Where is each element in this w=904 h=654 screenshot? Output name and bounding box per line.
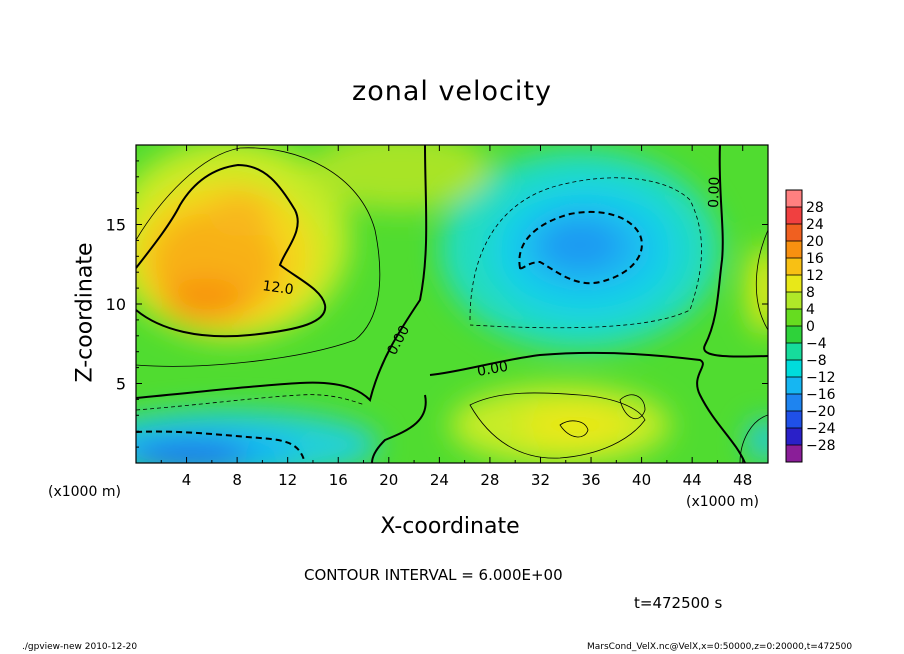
y-tick-label: 10 <box>106 295 126 314</box>
colorbar-tick-label: −8 <box>806 353 827 369</box>
x-tick-label: 20 <box>379 471 398 489</box>
colorbar-segment <box>786 360 802 377</box>
x-tick-label: 4 <box>182 471 192 489</box>
contour-interval-text: CONTOUR INTERVAL = 6.000E+00 <box>304 566 563 584</box>
time-label: t=472500 s <box>634 594 723 612</box>
colorbar-tick-label: −12 <box>806 370 836 386</box>
colorbar-segment <box>786 224 802 241</box>
x-unit-label-right: (x1000 m) <box>686 494 759 510</box>
colorbar-tick-label: −16 <box>806 387 836 403</box>
x-tick-label: 40 <box>632 471 651 489</box>
x-tick-label: 24 <box>430 471 449 489</box>
colorbar-segment <box>786 394 802 411</box>
footer-left-text: ./gpview-new 2010-12-20 <box>22 642 138 652</box>
colorbar-segment <box>786 275 802 292</box>
colorbar-tick-label: 16 <box>806 251 824 267</box>
colorbar-tick-label: −28 <box>806 438 836 454</box>
contour-label: 0.00 <box>706 176 723 208</box>
footer-right-text: MarsCond_VelX.nc@VelX,x=0:50000,z=0:2000… <box>587 642 853 652</box>
colorbar-segment <box>786 190 802 207</box>
y-axis: 5 10 15 <box>106 160 768 448</box>
x-tick-label: 44 <box>683 471 702 489</box>
x-tick-label: 32 <box>531 471 550 489</box>
colorbar-segment <box>786 207 802 224</box>
colorbar-segment <box>786 377 802 394</box>
x-tick-label: 28 <box>480 471 499 489</box>
x-unit-label-left: (x1000 m) <box>48 484 121 500</box>
colorbar-segment <box>786 445 802 462</box>
colorbar-segment <box>786 326 802 343</box>
colorbar-tick-label: −20 <box>806 404 836 420</box>
chart-title: zonal velocity <box>352 76 552 107</box>
y-tick-label: 5 <box>116 375 126 394</box>
colorbar-tick-label: 20 <box>806 234 824 250</box>
colorbar-tick-label: −4 <box>806 336 827 352</box>
colorbar-tick-label: 12 <box>806 268 824 284</box>
colorbar-tick-label: 24 <box>806 217 824 233</box>
colorbar-segment <box>786 343 802 360</box>
colorbar-segment <box>786 411 802 428</box>
colorbar-tick-label: 28 <box>806 200 824 216</box>
colorbar-segment <box>786 428 802 445</box>
x-axis: 4 8 12 16 20 24 28 32 36 40 44 48 <box>160 145 752 489</box>
colorbar-segment <box>786 292 802 309</box>
colorbar-segment <box>786 309 802 326</box>
x-tick-label: 48 <box>733 471 752 489</box>
x-tick-label: 12 <box>278 471 297 489</box>
colorbar-tick-label: −24 <box>806 421 836 437</box>
colorbar-segment <box>786 258 802 275</box>
contour-label: 0.00 <box>476 359 509 380</box>
colorbar-segment <box>786 241 802 258</box>
velocity-field: 12.0 0.00 0.00 0.00 <box>136 145 768 463</box>
x-tick-label: 16 <box>329 471 348 489</box>
colorbar-tick-label: 8 <box>806 285 815 301</box>
contour-label: 12.0 <box>261 278 294 298</box>
colorbar-tick-label: 4 <box>806 302 815 318</box>
colorbar-tick-label: 0 <box>806 319 815 335</box>
x-tick-label: 8 <box>232 471 242 489</box>
x-tick-label: 36 <box>581 471 600 489</box>
x-axis-label: X-coordinate <box>380 514 520 539</box>
y-tick-label: 15 <box>106 216 126 235</box>
